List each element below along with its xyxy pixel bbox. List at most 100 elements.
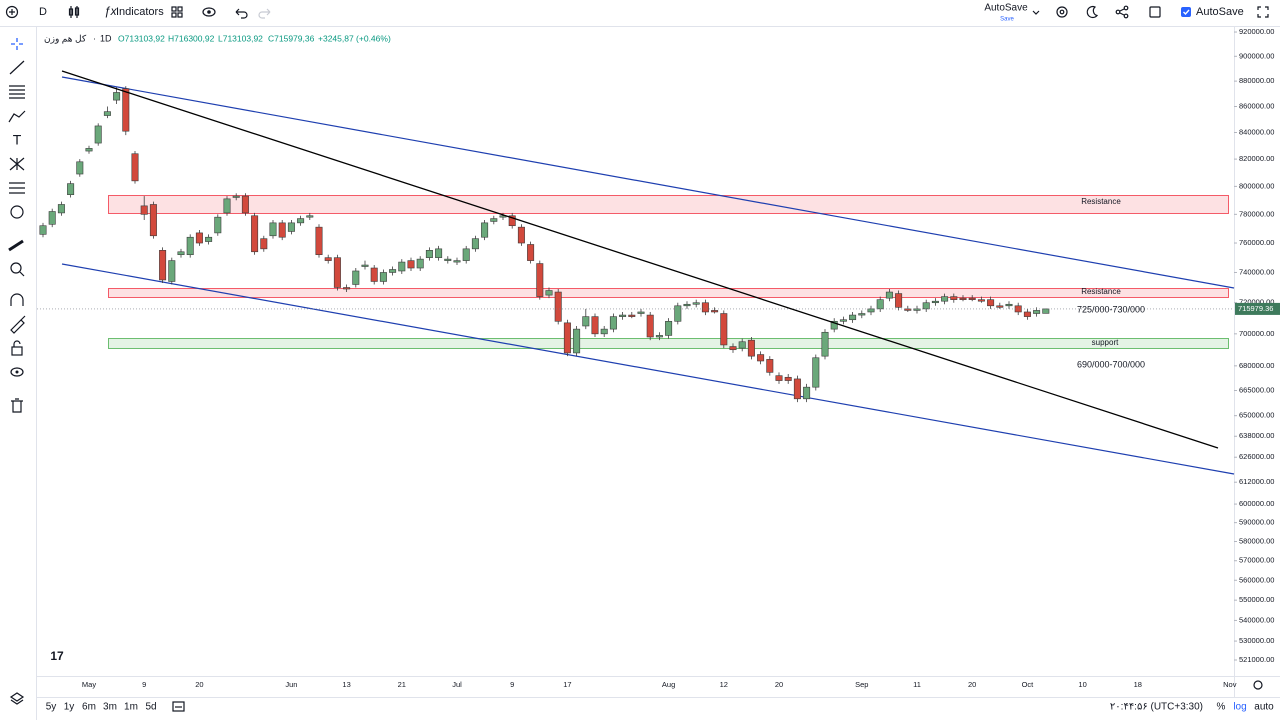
interval-button[interactable]: D <box>39 6 47 18</box>
logo: 17 <box>50 649 64 663</box>
resistance-zone <box>108 288 1229 298</box>
candle-body <box>287 222 295 232</box>
settings-button[interactable] <box>1056 6 1068 18</box>
legend-value: C715979,36 <box>268 33 315 43</box>
candles <box>37 86 1234 403</box>
range-button[interactable]: 1y <box>64 702 75 713</box>
percent-toggle[interactable]: % <box>1217 702 1226 713</box>
ohlc-legend: O713103,92 H716300,92 L713103,92 C715979,36… <box>118 33 391 43</box>
candle-body <box>490 218 498 222</box>
y-tick-label: 900000.00 <box>1239 51 1274 60</box>
candle-body <box>812 357 820 388</box>
lock-tool[interactable] <box>11 340 23 356</box>
candle-body <box>931 300 939 304</box>
range-button[interactable]: 5y <box>46 702 57 713</box>
range-button[interactable]: 5d <box>145 702 156 713</box>
y-tick-label: 530000.00 <box>1239 636 1274 645</box>
candle-body <box>306 215 314 218</box>
redo-button[interactable] <box>258 8 271 19</box>
candle-body <box>674 305 682 322</box>
delete-tool[interactable] <box>11 398 23 413</box>
autosave-toggle[interactable]: AutoSave <box>1196 6 1244 18</box>
x-tick-label: 9 <box>142 680 146 689</box>
x-tick-label: 11 <box>913 680 921 689</box>
magnet-tool[interactable] <box>10 293 24 306</box>
crosshair-tool[interactable] <box>11 38 23 50</box>
snapshot-button[interactable] <box>1149 6 1161 18</box>
autosave-menu[interactable] <box>1032 10 1040 15</box>
layouts-button[interactable] <box>171 6 183 18</box>
candle-body <box>573 328 581 354</box>
y-tick-label: 570000.00 <box>1239 556 1274 565</box>
chart-type-button[interactable] <box>68 6 80 18</box>
candle-body <box>876 299 884 310</box>
x-tick-label: 12 <box>720 680 728 689</box>
symbol-interval: 1D <box>100 33 112 43</box>
support-zone <box>108 338 1229 349</box>
trend-line-tool[interactable] <box>9 60 25 75</box>
fullscreen-button[interactable] <box>1257 6 1269 18</box>
candle-body <box>94 125 102 144</box>
axis-settings[interactable] <box>1253 680 1263 690</box>
y-tick-label: 880000.00 <box>1239 76 1274 85</box>
range-button[interactable]: 1m <box>124 702 138 713</box>
indicators-icon[interactable]: ƒx <box>104 4 118 18</box>
top-toolbar: D ƒx Indicators AutoSave Save AutoSave <box>5 3 1269 23</box>
candle-body <box>830 320 838 330</box>
candle-body <box>103 111 111 116</box>
channel-lower-line <box>61 263 1235 475</box>
autosave-checkbox[interactable] <box>1181 7 1191 17</box>
x-tick-label: 9 <box>510 680 514 689</box>
theme-button[interactable] <box>1086 5 1099 19</box>
x-tick-label: 13 <box>342 680 350 689</box>
fib-tool[interactable] <box>9 85 25 99</box>
pattern-tool[interactable] <box>8 110 26 123</box>
candle-body <box>554 291 562 322</box>
candle-body <box>867 308 875 313</box>
candle-body <box>113 92 121 101</box>
candle-body <box>720 313 728 346</box>
candle-body <box>333 257 341 288</box>
log-toggle[interactable]: log <box>1233 702 1246 713</box>
undo-button[interactable] <box>235 8 248 19</box>
candle-body <box>57 204 65 214</box>
x-tick-label: 18 <box>1134 680 1142 689</box>
ruler-tool[interactable] <box>8 239 24 252</box>
pattern-tool-2[interactable] <box>9 157 25 171</box>
candle-body <box>711 310 719 313</box>
candle-body <box>545 290 553 296</box>
goto-date-button[interactable] <box>172 701 185 712</box>
candle-body <box>260 238 268 250</box>
autosave-label[interactable]: AutoSave <box>984 3 1028 14</box>
icon-tool[interactable] <box>10 205 24 219</box>
indicators-button[interactable]: Indicators <box>116 6 164 18</box>
add-symbol-button[interactable] <box>5 5 19 19</box>
y-tick-label: 580000.00 <box>1239 536 1274 545</box>
channel-upper-line <box>61 76 1235 289</box>
y-tick-label: 860000.00 <box>1239 101 1274 110</box>
share-button[interactable] <box>1115 5 1129 19</box>
candle-body <box>775 375 783 381</box>
y-tick-label: 600000.00 <box>1239 499 1274 508</box>
range-button[interactable]: 6m <box>82 702 96 713</box>
auto-toggle[interactable]: auto <box>1254 702 1274 713</box>
range-button[interactable]: 3m <box>103 702 117 713</box>
candle-body <box>665 320 673 336</box>
y-tick-label: 560000.00 <box>1239 575 1274 584</box>
annotations: Resistance Resistance support 725/000-730/0… <box>1077 197 1145 369</box>
draw-mode-tool[interactable] <box>10 315 26 334</box>
candle-body <box>987 299 995 307</box>
clock: ۲۰:۴۴:۵۶ (UTC+3:30) <box>1110 702 1203 713</box>
candle-body <box>205 236 213 242</box>
visibility-tool[interactable] <box>10 367 24 377</box>
candle-body <box>701 302 709 313</box>
hide-button[interactable] <box>202 7 216 17</box>
zoom-tool[interactable] <box>10 262 25 277</box>
candle-body <box>517 226 525 244</box>
text-tool[interactable]: T <box>13 132 22 148</box>
x-tick-label: Jul <box>452 680 462 689</box>
prediction-tool[interactable] <box>9 182 25 194</box>
object-tree[interactable] <box>9 692 25 705</box>
candle-body <box>646 314 654 338</box>
candle-body <box>849 314 857 321</box>
